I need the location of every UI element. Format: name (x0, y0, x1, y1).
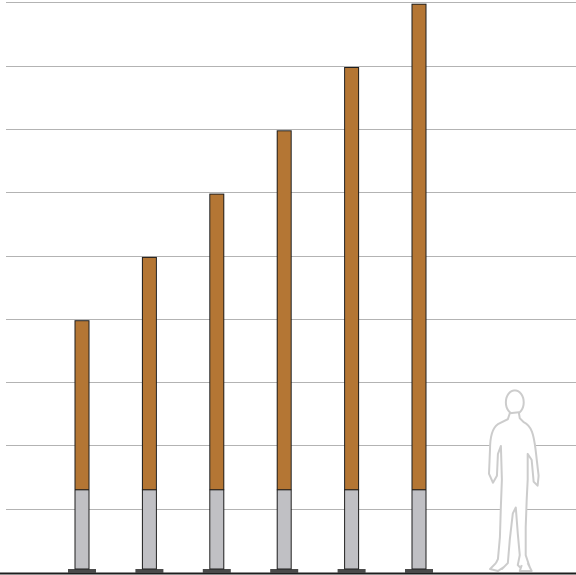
bar-base-plate (68, 569, 96, 573)
figure-outline (487, 411, 540, 573)
bar-segment-lower (74, 489, 90, 570)
bar-segment-upper (344, 66, 360, 491)
bar-segment-lower (411, 489, 427, 570)
person-silhouette-icon (487, 389, 540, 573)
figure-outline (518, 562, 533, 573)
bar-base-plate (337, 569, 366, 573)
bar-segment-upper (276, 130, 292, 491)
bar-segment-upper (74, 320, 90, 491)
figure-head (504, 389, 525, 416)
bar-segment-lower (276, 489, 292, 570)
scale-figure (487, 389, 540, 573)
figure-outline (488, 562, 505, 573)
bar-base-plate (405, 569, 433, 573)
bar-segment-lower (344, 489, 360, 570)
bar-segment-upper (141, 256, 157, 491)
bar-base-plate (135, 569, 164, 573)
bar-base-plate (202, 569, 231, 573)
bar-base-plate (270, 569, 299, 573)
bar-segment-upper (209, 193, 225, 491)
bar-segment-lower (209, 489, 225, 570)
bar-segment-lower (141, 489, 157, 570)
bar-segment-upper (411, 3, 427, 491)
bars (68, 3, 433, 573)
